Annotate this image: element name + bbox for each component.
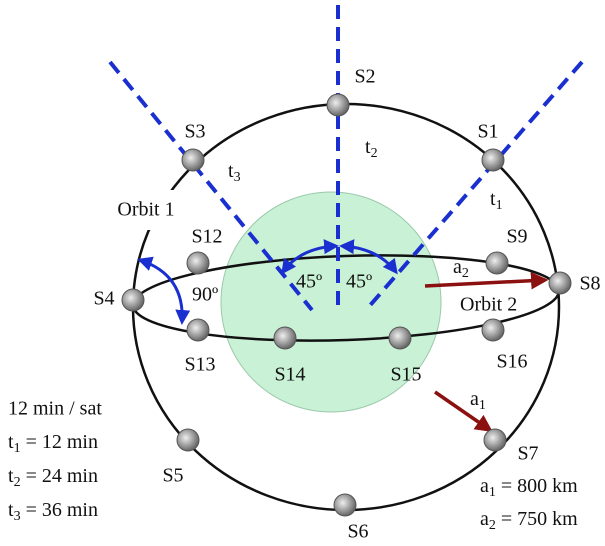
satellite-label: S15 — [390, 364, 421, 386]
satellite — [182, 149, 204, 171]
satellite-label: S16 — [496, 351, 527, 373]
rate-label: 12 min / sat — [8, 398, 102, 420]
angle-label: 90º — [192, 284, 218, 306]
altitude-item: a2= 750 km — [480, 508, 578, 534]
satellite — [187, 319, 209, 341]
satellite-label: S5 — [162, 465, 183, 487]
angle-label: 45º — [296, 271, 322, 293]
interval-label: t1 — [490, 188, 503, 214]
satellite-label: S8 — [579, 273, 600, 295]
altitude-item: a1= 800 km — [480, 475, 578, 501]
satellite-label: S7 — [517, 443, 538, 465]
satellite — [334, 494, 356, 516]
satellite — [482, 319, 504, 341]
satellite — [549, 272, 571, 294]
altitude-legend: a1= 800 km a2= 750 km — [480, 475, 578, 534]
angle-label: 45º — [346, 271, 372, 293]
vector-label: a1 — [470, 388, 486, 414]
satellite — [177, 429, 199, 451]
satellite-label: S2 — [354, 66, 375, 88]
satellite-label: S6 — [347, 521, 368, 543]
timing-legend: 12 min / sat t1= 12 min t2= 24 min t3= 3… — [8, 398, 102, 525]
satellite-label: S4 — [93, 288, 114, 310]
satellite-label: S9 — [506, 226, 527, 248]
satellite — [187, 252, 209, 274]
orbit-label: Orbit 2 — [460, 294, 517, 316]
satellite-label: S3 — [184, 121, 205, 143]
timing-item: t3= 36 min — [8, 499, 98, 525]
orbit-label: Orbit 1 — [117, 199, 174, 221]
satellite — [274, 327, 296, 349]
satellite — [122, 289, 144, 311]
satellite-label: S13 — [184, 354, 215, 376]
satellite-label: S14 — [274, 364, 305, 386]
interval-label: t2 — [365, 136, 378, 162]
satellite — [484, 429, 506, 451]
satellite — [482, 149, 504, 171]
satellite — [327, 94, 349, 116]
satellite-label: S12 — [191, 226, 222, 248]
satellite — [486, 252, 508, 274]
timing-item: t1= 12 min — [8, 431, 98, 457]
satellite — [389, 327, 411, 349]
interval-label: t3 — [228, 160, 241, 186]
diagram: Orbit 1 Orbit 2 45º 45º 90º t1 t2 t3 a1 … — [0, 0, 605, 546]
timing-item: t2= 24 min — [8, 465, 98, 491]
satellite-label: S1 — [477, 121, 498, 143]
